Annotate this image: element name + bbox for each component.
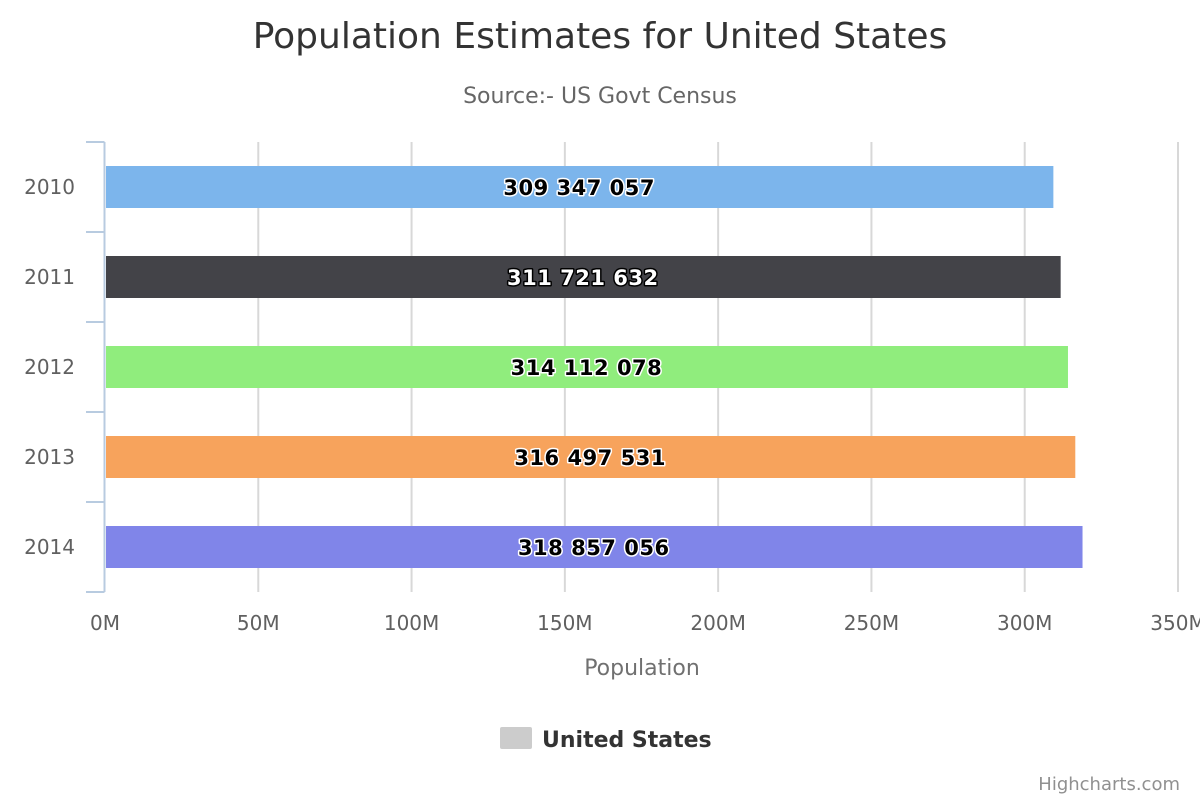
bar-2011[interactable] [106, 256, 1061, 298]
bar-2013[interactable] [106, 436, 1076, 478]
value-tick-label: 0M [90, 611, 120, 635]
category-label: 2012 [24, 355, 75, 379]
category-label: 2014 [24, 535, 75, 559]
credits-link[interactable]: Highcharts.com [1038, 774, 1180, 795]
data-label: 311 721 632 [507, 266, 659, 290]
category-axis: 2010 2011 2012 2013 2014 [24, 141, 106, 593]
category-label: 2013 [24, 445, 75, 469]
chart-subtitle: Source:- US Govt Census [463, 84, 737, 109]
data-label: 309 347 057 [503, 176, 655, 200]
value-tick-label: 300M [997, 611, 1052, 635]
legend-label[interactable]: United States [542, 728, 712, 753]
data-label: 314 112 078 [511, 356, 663, 380]
value-axis: 0M 50M 100M 150M 200M 250M 300M 350M [90, 611, 1200, 635]
value-tick-label: 200M [690, 611, 745, 635]
value-tick-label: 250M [844, 611, 899, 635]
data-label: 318 857 056 [518, 536, 670, 560]
legend-swatch[interactable] [500, 727, 532, 749]
value-axis-title: Population [584, 656, 700, 681]
bar-2012[interactable] [106, 346, 1068, 388]
value-tick-label: 50M [237, 611, 280, 635]
bars [106, 166, 1083, 568]
value-tick-label: 150M [537, 611, 592, 635]
bar-2010[interactable] [106, 166, 1054, 208]
legend-item-united-states[interactable]: United States [500, 727, 712, 753]
data-label: 316 497 531 [514, 446, 666, 470]
category-label: 2010 [24, 175, 75, 199]
value-tick-label: 100M [384, 611, 439, 635]
chart-title: Population Estimates for United States [253, 16, 948, 57]
value-tick-label: 350M [1150, 611, 1200, 635]
bar-2014[interactable] [106, 526, 1083, 568]
data-labels: 309 347 057 311 721 632 314 112 078 316 497… [502, 175, 671, 562]
category-label: 2011 [24, 265, 75, 289]
